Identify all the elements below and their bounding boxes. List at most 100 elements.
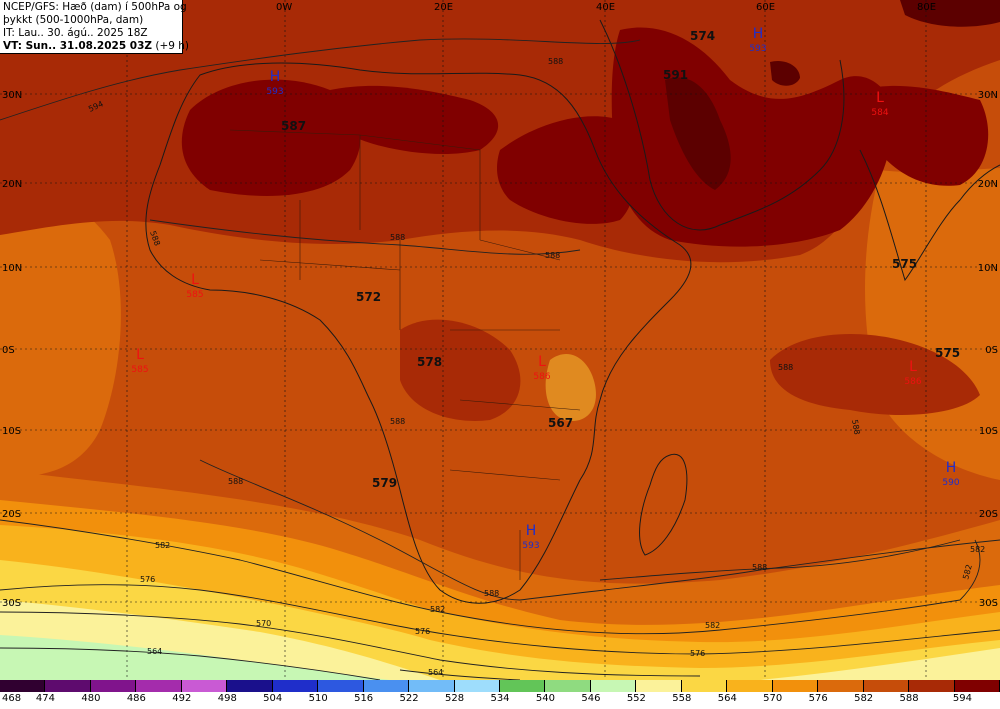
- shade-594-ne-corner: [900, 0, 1000, 27]
- contour-564: [0, 647, 381, 680]
- legend-swatch: [909, 680, 955, 692]
- lat-label: 20N: [2, 179, 22, 190]
- graticule: [0, 0, 1000, 680]
- line-label: 588: [778, 363, 793, 372]
- contour-582: [0, 519, 981, 635]
- line-label: 576: [690, 649, 705, 658]
- legend-label: 468: [2, 693, 22, 704]
- contour-number: 587: [281, 119, 306, 133]
- legend-label: 576: [808, 693, 828, 704]
- legend-swatch: [727, 680, 773, 692]
- contour-576: [0, 584, 1000, 655]
- low-value: 585: [131, 365, 148, 375]
- legend-swatch: [772, 680, 819, 692]
- shade-588-egypt: [497, 116, 635, 224]
- legend-label: 522: [399, 693, 419, 704]
- shade-594-iran: [770, 60, 800, 86]
- legend-swatch: [90, 680, 137, 692]
- legend-swatch: [409, 680, 455, 692]
- line-label: 582: [155, 541, 170, 550]
- shade-570-west: [0, 187, 121, 477]
- legend-label: 582: [854, 693, 874, 704]
- legend-label: 480: [81, 693, 101, 704]
- lat-label: 10S: [2, 426, 21, 437]
- low-center: L 586: [904, 359, 921, 387]
- legend-swatch: [499, 680, 546, 692]
- legend-swatch: [318, 680, 364, 692]
- high-center: H 593: [266, 69, 283, 97]
- low-symbol: L: [909, 359, 917, 375]
- arabia-coastline: [599, 19, 845, 231]
- map-info-box: NCEP/GFS: Hæð (dam) í 500hPa og þykkt (5…: [0, 0, 189, 54]
- legend-label: 510: [308, 693, 328, 704]
- lat-label: 20S: [979, 509, 998, 520]
- line-label: 588: [850, 419, 862, 436]
- high-value: 593: [522, 541, 539, 551]
- line-label: 564: [428, 668, 443, 677]
- high-value: 593: [266, 87, 283, 97]
- lat-labels-right: 30N 20N 10N 0S 10S 20S 30S: [978, 90, 998, 609]
- legend-label: 588: [899, 693, 919, 704]
- contour-number: 575: [935, 346, 960, 360]
- line-label: 582: [961, 563, 974, 580]
- lat-label: 30S: [2, 598, 21, 609]
- legend-label: 492: [172, 693, 192, 704]
- country-borders: [229, 129, 581, 580]
- lon-label: 20E: [434, 2, 453, 13]
- line-label: 582: [705, 621, 720, 630]
- lat-label: 10N: [2, 263, 22, 274]
- color-legend-labels: 468 474 480 486 492 498 504 510 516 522 528 534 540 5…: [0, 693, 1000, 709]
- legend-swatch: [863, 680, 910, 692]
- legend-label: 486: [126, 693, 146, 704]
- contour-number: 574: [690, 29, 715, 43]
- info-line-1: NCEP/GFS: Hæð (dam) í 500hPa og: [3, 1, 187, 13]
- pressure-centers: H 593 H 593 H 593 H 590 L 584 L 585: [131, 26, 959, 551]
- legend-label: 540: [535, 693, 555, 704]
- lat-label: 30N: [978, 90, 998, 101]
- lon-label: 60E: [756, 2, 775, 13]
- legend-swatch: [590, 680, 637, 692]
- legend-label: 528: [444, 693, 465, 704]
- low-center: L 585: [131, 347, 148, 375]
- lat-label: 30S: [979, 598, 998, 609]
- high-center: H 593: [522, 523, 539, 551]
- shade-540-south: [0, 635, 390, 680]
- high-value: 593: [749, 44, 766, 54]
- line-label: 588: [390, 233, 405, 242]
- info-line-2: þykkt (500-1000hPa, dam): [3, 14, 144, 26]
- lat-label: 10S: [979, 426, 998, 437]
- contour-588-south: [199, 459, 1000, 601]
- lat-label: 20S: [2, 509, 21, 520]
- contour-number: 572: [356, 290, 381, 304]
- lon-label: 0W: [276, 2, 292, 13]
- legend-label: 570: [763, 693, 783, 704]
- legend-label: 474: [35, 693, 55, 704]
- high-symbol: H: [753, 26, 764, 42]
- low-symbol: L: [876, 90, 884, 106]
- color-legend-swatches: [0, 680, 1000, 692]
- line-label: 588: [390, 417, 405, 426]
- legend-label: 516: [354, 693, 374, 704]
- high-center: H 593: [749, 26, 766, 54]
- legend-swatch: [136, 680, 182, 692]
- low-center: L 584: [871, 90, 888, 118]
- line-label: 588: [545, 251, 560, 260]
- legend-swatch: [0, 680, 46, 692]
- color-legend-bar: 468 474 480 486 492 498 504 510 516 522 528 534 540 5…: [0, 680, 1000, 709]
- legend-label: 534: [490, 693, 510, 704]
- map-canvas: 0W 20E 40E 60E 80E 30N 20N 10N 0S 10S 20…: [0, 0, 1000, 680]
- lat-label: 0S: [2, 345, 15, 356]
- lat-label: 10N: [978, 263, 998, 274]
- low-symbol: L: [538, 354, 546, 370]
- contour-570: [0, 611, 701, 677]
- legend-label: 498: [217, 693, 237, 704]
- high-symbol: H: [526, 523, 537, 539]
- shade-594-saudi: [665, 77, 731, 190]
- line-label: 582: [430, 605, 445, 614]
- info-line-3: IT: Lau.. 30. ágú.. 2025 18Z: [3, 27, 148, 39]
- lon-label: 80E: [917, 2, 936, 13]
- lat-label: 30N: [2, 90, 22, 101]
- line-label: 582: [970, 545, 985, 554]
- line-label: 588: [548, 57, 563, 66]
